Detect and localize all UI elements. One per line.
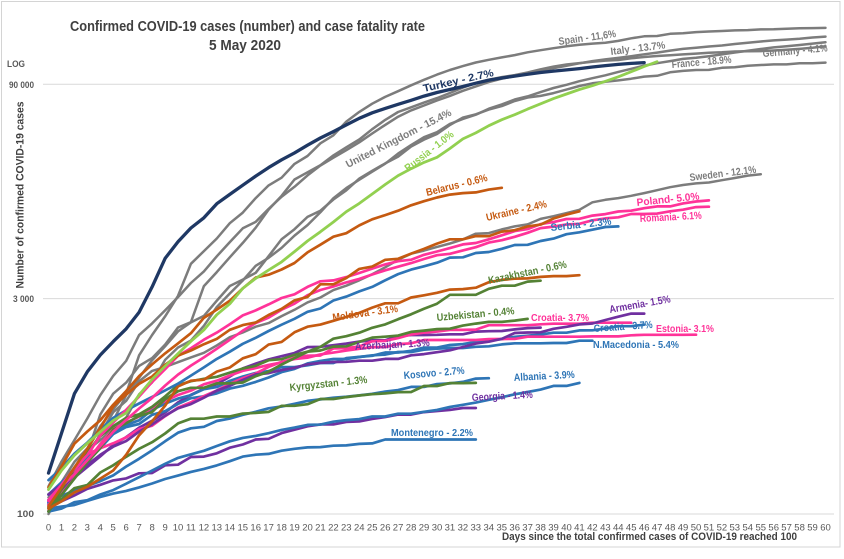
svg-text:59: 59: [807, 523, 818, 534]
svg-text:10: 10: [173, 523, 184, 534]
svg-text:90 000: 90 000: [9, 80, 34, 91]
svg-text:50: 50: [691, 523, 702, 534]
svg-text:39: 39: [548, 523, 559, 534]
svg-text:31: 31: [445, 523, 456, 534]
svg-text:28: 28: [406, 523, 417, 534]
svg-text:52: 52: [717, 523, 728, 534]
svg-text:40: 40: [561, 523, 572, 534]
svg-text:26: 26: [380, 523, 391, 534]
svg-text:45: 45: [626, 523, 637, 534]
svg-text:8: 8: [149, 523, 154, 534]
svg-text:France - 18.9%: France - 18.9%: [671, 54, 732, 71]
svg-text:49: 49: [678, 523, 689, 534]
svg-text:47: 47: [652, 523, 663, 534]
svg-text:1: 1: [59, 523, 64, 534]
svg-text:7: 7: [136, 523, 141, 534]
svg-text:43: 43: [600, 523, 611, 534]
svg-text:37: 37: [522, 523, 533, 534]
svg-text:24: 24: [354, 523, 365, 534]
svg-text:27: 27: [393, 523, 404, 534]
svg-text:Croatia- 3.7%: Croatia- 3.7%: [531, 312, 590, 324]
svg-text:5: 5: [111, 523, 116, 534]
svg-text:0: 0: [46, 523, 51, 534]
svg-text:32: 32: [458, 523, 469, 534]
svg-text:9: 9: [162, 523, 167, 534]
svg-text:Albania - 3.9%: Albania - 3.9%: [514, 369, 576, 384]
svg-text:11: 11: [186, 523, 196, 534]
svg-text:33: 33: [471, 523, 482, 534]
svg-text:Kosovo - 2.7%: Kosovo - 2.7%: [403, 365, 465, 382]
svg-text:30: 30: [432, 523, 443, 534]
svg-text:Montenegro - 2.2%: Montenegro - 2.2%: [391, 427, 474, 439]
svg-text:Number of confirmed COVID-19 c: Number of confirmed COVID-19 cases: [15, 102, 27, 289]
svg-text:38: 38: [535, 523, 546, 534]
svg-text:N.Macedonia - 5.4%: N.Macedonia - 5.4%: [593, 339, 680, 351]
svg-text:100: 100: [17, 509, 34, 520]
svg-text:15: 15: [238, 523, 249, 534]
svg-text:16: 16: [250, 523, 261, 534]
svg-text:2: 2: [72, 523, 77, 534]
svg-text:22: 22: [328, 523, 339, 534]
svg-text:Germany - 4.1%: Germany - 4.1%: [762, 42, 828, 60]
svg-text:3: 3: [85, 523, 90, 534]
svg-text:5 May 2020: 5 May 2020: [209, 38, 281, 54]
svg-text:54: 54: [743, 523, 754, 534]
svg-text:55: 55: [756, 523, 767, 534]
svg-text:Confirmed COVID-19 cases (numb: Confirmed COVID-19 cases (number) and ca…: [70, 19, 425, 35]
svg-text:41: 41: [574, 523, 585, 534]
svg-text:14: 14: [225, 523, 236, 534]
svg-text:56: 56: [768, 523, 779, 534]
svg-text:34: 34: [484, 523, 495, 534]
svg-text:3 000: 3 000: [13, 294, 34, 305]
svg-text:17: 17: [263, 523, 274, 534]
svg-text:Georgia - 1.4%: Georgia - 1.4%: [472, 389, 534, 404]
svg-text:60: 60: [820, 523, 831, 534]
svg-text:58: 58: [794, 523, 805, 534]
svg-text:46: 46: [639, 523, 650, 534]
svg-text:51: 51: [704, 523, 715, 534]
svg-text:Azerbaijan- 1.3%: Azerbaijan- 1.3%: [355, 337, 431, 353]
svg-text:48: 48: [665, 523, 676, 534]
svg-text:13: 13: [212, 523, 223, 534]
svg-text:6: 6: [124, 523, 129, 534]
svg-text:Croatia - 3.7%: Croatia - 3.7%: [593, 319, 653, 335]
svg-text:21: 21: [315, 523, 326, 534]
svg-text:57: 57: [781, 523, 792, 534]
svg-text:12: 12: [199, 523, 210, 534]
svg-text:42: 42: [587, 523, 598, 534]
svg-text:20: 20: [302, 523, 313, 534]
svg-text:19: 19: [289, 523, 300, 534]
svg-text:29: 29: [419, 523, 430, 534]
svg-text:23: 23: [341, 523, 352, 534]
svg-text:44: 44: [613, 523, 624, 534]
svg-text:LOG: LOG: [7, 59, 25, 70]
svg-text:53: 53: [730, 523, 741, 534]
svg-text:Estonia- 3.1%: Estonia- 3.1%: [656, 323, 715, 335]
svg-text:35: 35: [497, 523, 508, 534]
svg-text:36: 36: [509, 523, 520, 534]
svg-text:18: 18: [276, 523, 287, 534]
svg-text:25: 25: [367, 523, 378, 534]
svg-text:Days since the total confirmed: Days since the total confirmed cases of …: [502, 531, 797, 543]
svg-text:Romania- 6.1%: Romania- 6.1%: [640, 210, 703, 225]
svg-text:4: 4: [98, 523, 103, 534]
